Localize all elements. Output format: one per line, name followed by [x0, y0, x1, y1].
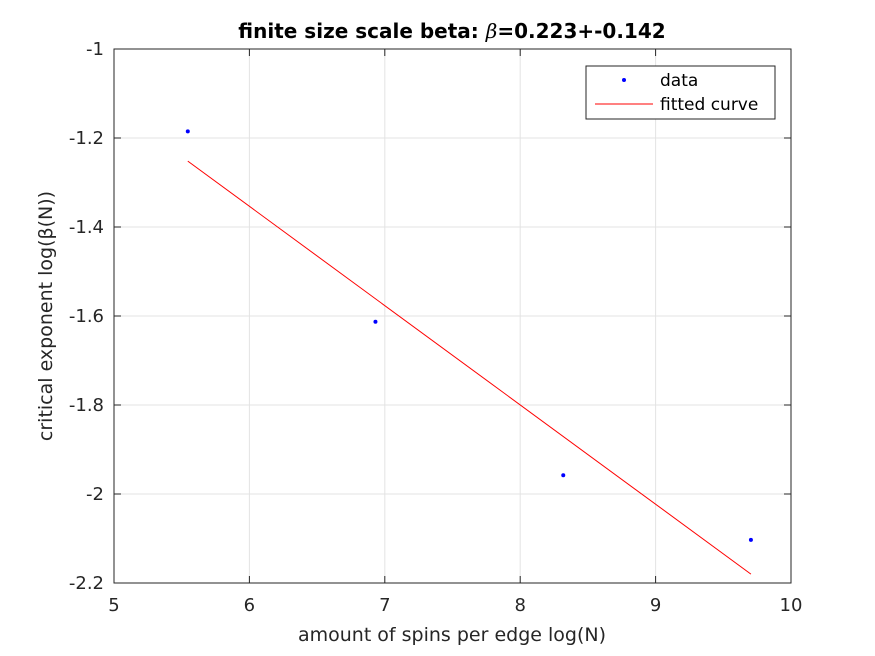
legend-data-label: data [660, 71, 698, 91]
x-tick-label: 8 [514, 595, 525, 616]
title-prefix: finite size scale beta: [238, 19, 485, 43]
series-layer [185, 129, 753, 575]
y-tick-label: -1.2 [69, 128, 104, 149]
x-tick-label: 10 [780, 595, 803, 616]
x-tick-label: 9 [650, 595, 661, 616]
y-axis-label: critical exponent log(β(N)) [35, 191, 57, 441]
title-beta-symbol: β [485, 19, 498, 43]
legend-fitted-curve-label: fitted curve [660, 95, 758, 115]
data-point [373, 319, 378, 324]
y-tick-label: -1.4 [69, 217, 104, 238]
y-tick-label: -1.6 [69, 306, 104, 327]
x-tick-label: 5 [108, 595, 119, 616]
y-tick-label: -2 [86, 484, 104, 505]
data-point [561, 473, 566, 478]
legend: data fitted curve [585, 65, 776, 120]
y-tick-label: -1.8 [69, 395, 104, 416]
x-tick-label: 7 [379, 595, 390, 616]
chart-title: finite size scale beta: β=0.223+-0.142 [238, 19, 665, 43]
data-point [185, 129, 190, 134]
title-suffix: =0.223+-0.142 [497, 19, 665, 43]
fitted-curve-line [187, 160, 752, 575]
y-tick-label: -1 [86, 39, 104, 60]
grid [114, 49, 791, 583]
legend-data-marker [622, 78, 626, 82]
y-tick-label: -2.2 [69, 573, 104, 594]
x-axis-label: amount of spins per edge log(N) [298, 624, 606, 646]
ticks: 5 6 7 8 9 10 -2.2 -2 -1.8 -1.6 -1.4 -1.2 -1 [69, 39, 803, 616]
data-point [748, 537, 753, 542]
legend-box [585, 65, 776, 120]
x-tick-label: 6 [244, 595, 255, 616]
